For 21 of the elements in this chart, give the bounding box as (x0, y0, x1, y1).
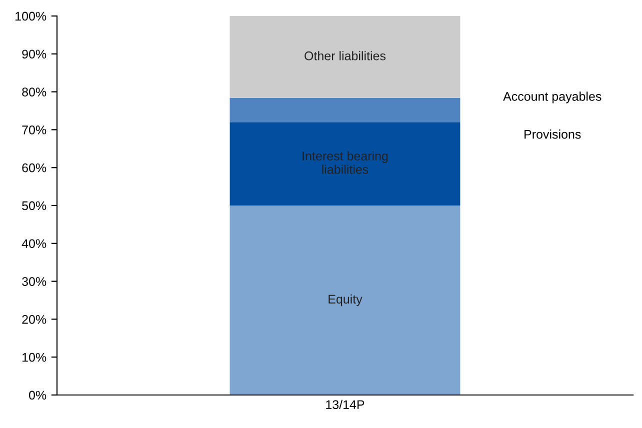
series-label: Other liabilities (304, 51, 386, 60)
annotation: Provisions (524, 130, 581, 139)
bar (230, 16, 460, 98)
series-label: Equity (328, 294, 362, 306)
y-tick-label: 40% (22, 239, 46, 248)
y-tick-label: 80% (22, 88, 46, 96)
y-tick-label: 60% (22, 163, 46, 172)
y-tick-label: 90% (22, 50, 46, 59)
y-tick-label: 100% (16, 12, 46, 21)
bar (230, 122, 460, 206)
bar (230, 98, 460, 122)
bar (230, 206, 460, 395)
y-tick-label: 0% (29, 390, 46, 400)
series-label: Interest bearing liabilities (302, 151, 388, 174)
y-tick-label: 10% (22, 352, 46, 362)
y-tick-label: 70% (22, 126, 46, 134)
y-tick-label: 20% (22, 315, 46, 324)
y-tick-label: 30% (22, 277, 46, 286)
annotation: Account payables (503, 92, 602, 104)
y-tick-label: 50% (22, 201, 46, 210)
x-tick-label: 13/14P (326, 400, 364, 410)
